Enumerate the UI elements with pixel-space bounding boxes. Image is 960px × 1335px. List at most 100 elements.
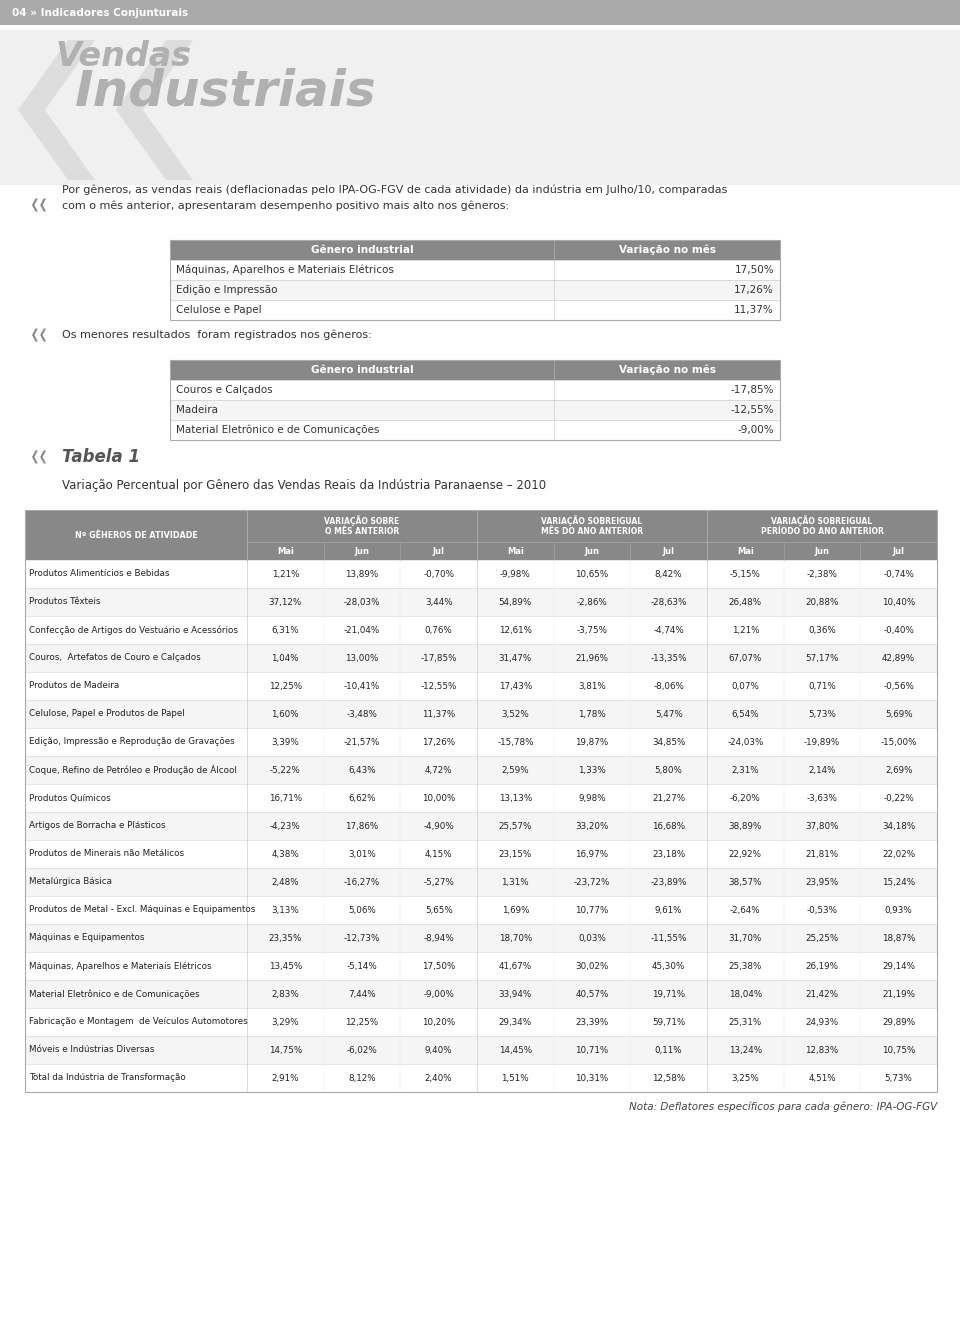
Text: 0,07%: 0,07%: [732, 681, 759, 690]
Text: -11,55%: -11,55%: [651, 933, 686, 943]
Text: 2,69%: 2,69%: [885, 765, 912, 774]
Text: 1,21%: 1,21%: [272, 570, 300, 578]
Text: Vendas: Vendas: [55, 40, 191, 73]
Bar: [25, 700, 937, 728]
Text: Produtos de Minerais não Metálicos: Produtos de Minerais não Metálicos: [29, 849, 184, 858]
Text: 21,19%: 21,19%: [882, 989, 915, 999]
Text: 30,02%: 30,02%: [575, 961, 609, 971]
Text: 3,81%: 3,81%: [578, 681, 606, 690]
Bar: [170, 240, 780, 260]
Text: 1,78%: 1,78%: [578, 709, 606, 718]
Text: 3,39%: 3,39%: [272, 737, 300, 746]
Text: 11,37%: 11,37%: [422, 709, 455, 718]
Text: -4,23%: -4,23%: [270, 821, 300, 830]
Text: 2,48%: 2,48%: [272, 877, 300, 886]
Text: 31,70%: 31,70%: [729, 933, 762, 943]
Bar: [170, 240, 780, 320]
Text: Produtos de Metal - Excl. Máquinas e Equipamentos: Produtos de Metal - Excl. Máquinas e Equ…: [29, 905, 255, 914]
Text: 31,47%: 31,47%: [498, 654, 532, 662]
Text: Máquinas e Equipamentos: Máquinas e Equipamentos: [29, 933, 145, 943]
Text: Móveis e Indústrias Diversas: Móveis e Indústrias Diversas: [29, 1045, 155, 1055]
Text: 2,14%: 2,14%: [808, 765, 836, 774]
Text: Industriais: Industriais: [75, 67, 376, 115]
Bar: [25, 510, 937, 559]
Text: 29,34%: 29,34%: [499, 1017, 532, 1027]
Text: 18,70%: 18,70%: [498, 933, 532, 943]
Text: -0,74%: -0,74%: [883, 570, 914, 578]
Text: 10,00%: 10,00%: [422, 793, 455, 802]
Text: Edição, Impressão e Reprodução de Gravações: Edição, Impressão e Reprodução de Gravaç…: [29, 737, 235, 746]
Text: Couros e Calçados: Couros e Calçados: [176, 384, 273, 395]
Text: 10,31%: 10,31%: [575, 1073, 609, 1083]
Bar: [170, 400, 780, 421]
Text: 26,19%: 26,19%: [805, 961, 838, 971]
Text: 15,24%: 15,24%: [882, 877, 915, 886]
Text: 29,89%: 29,89%: [882, 1017, 915, 1027]
Text: VARIAÇÃO SOBREIGUAL: VARIAÇÃO SOBREIGUAL: [541, 515, 642, 526]
Text: -5,15%: -5,15%: [730, 570, 760, 578]
Text: 17,43%: 17,43%: [498, 681, 532, 690]
Text: 42,89%: 42,89%: [882, 654, 915, 662]
Text: 0,11%: 0,11%: [655, 1045, 683, 1055]
Text: 3,29%: 3,29%: [272, 1017, 300, 1027]
Text: Celulose e Papel: Celulose e Papel: [176, 304, 262, 315]
Text: -0,22%: -0,22%: [883, 793, 914, 802]
Text: Gênero industrial: Gênero industrial: [311, 364, 414, 375]
Text: 57,17%: 57,17%: [805, 654, 839, 662]
Text: Jun: Jun: [814, 546, 829, 555]
Text: Fabricação e Montagem  de Veículos Automotores: Fabricação e Montagem de Veículos Automo…: [29, 1017, 248, 1027]
Text: 10,65%: 10,65%: [575, 570, 609, 578]
Text: 37,12%: 37,12%: [269, 598, 302, 606]
Bar: [25, 672, 937, 700]
Text: Celulose, Papel e Produtos de Papel: Celulose, Papel e Produtos de Papel: [29, 709, 184, 718]
Text: 17,26%: 17,26%: [422, 737, 455, 746]
Polygon shape: [32, 450, 37, 463]
Text: 6,31%: 6,31%: [272, 626, 300, 634]
Text: VARIAÇÃO SOBRE: VARIAÇÃO SOBRE: [324, 515, 399, 526]
Polygon shape: [18, 40, 95, 180]
Text: 21,81%: 21,81%: [805, 849, 839, 858]
Text: -2,64%: -2,64%: [730, 905, 760, 914]
Text: Total da Indústria de Transformação: Total da Indústria de Transformação: [29, 1073, 185, 1083]
Text: 3,44%: 3,44%: [425, 598, 452, 606]
Bar: [170, 300, 780, 320]
Text: 26,48%: 26,48%: [729, 598, 762, 606]
Text: VARIAÇÃO SOBREIGUAL: VARIAÇÃO SOBREIGUAL: [772, 515, 873, 526]
Text: 13,45%: 13,45%: [269, 961, 302, 971]
Text: Gênero industrial: Gênero industrial: [311, 246, 414, 255]
Text: 04 » Indicadores Conjunturais: 04 » Indicadores Conjunturais: [12, 8, 188, 17]
Text: 10,75%: 10,75%: [882, 1045, 915, 1055]
Text: 11,37%: 11,37%: [734, 304, 774, 315]
Text: 23,18%: 23,18%: [652, 849, 685, 858]
Text: 3,52%: 3,52%: [501, 709, 529, 718]
Text: 5,73%: 5,73%: [808, 709, 836, 718]
Text: 12,83%: 12,83%: [805, 1045, 839, 1055]
Text: 16,71%: 16,71%: [269, 793, 301, 802]
Text: -12,55%: -12,55%: [420, 681, 457, 690]
Bar: [170, 380, 780, 400]
Text: 4,15%: 4,15%: [425, 849, 452, 858]
Polygon shape: [40, 450, 46, 463]
Text: 59,71%: 59,71%: [652, 1017, 685, 1027]
Text: 38,89%: 38,89%: [729, 821, 762, 830]
Text: 2,91%: 2,91%: [272, 1073, 300, 1083]
Text: 21,27%: 21,27%: [652, 793, 685, 802]
Bar: [170, 280, 780, 300]
Polygon shape: [40, 199, 46, 211]
Bar: [25, 728, 937, 756]
Text: Variação no mês: Variação no mês: [618, 244, 715, 255]
Text: 18,87%: 18,87%: [882, 933, 915, 943]
Text: 21,42%: 21,42%: [805, 989, 838, 999]
Text: 3,01%: 3,01%: [348, 849, 376, 858]
Text: 7,44%: 7,44%: [348, 989, 375, 999]
Text: Por gêneros, as vendas reais (deflacionadas pelo IPA-OG-FGV de cada atividade) d: Por gêneros, as vendas reais (deflaciona…: [62, 184, 728, 211]
Text: 0,71%: 0,71%: [808, 681, 836, 690]
Text: 5,80%: 5,80%: [655, 765, 683, 774]
Text: 2,31%: 2,31%: [732, 765, 759, 774]
Text: 54,89%: 54,89%: [498, 598, 532, 606]
Text: O MÊS ANTERIOR: O MÊS ANTERIOR: [324, 526, 399, 535]
Text: -9,00%: -9,00%: [423, 989, 454, 999]
Text: -3,63%: -3,63%: [806, 793, 837, 802]
Text: Produtos Alimentícios e Bebidas: Produtos Alimentícios e Bebidas: [29, 570, 170, 578]
Text: 6,54%: 6,54%: [732, 709, 759, 718]
